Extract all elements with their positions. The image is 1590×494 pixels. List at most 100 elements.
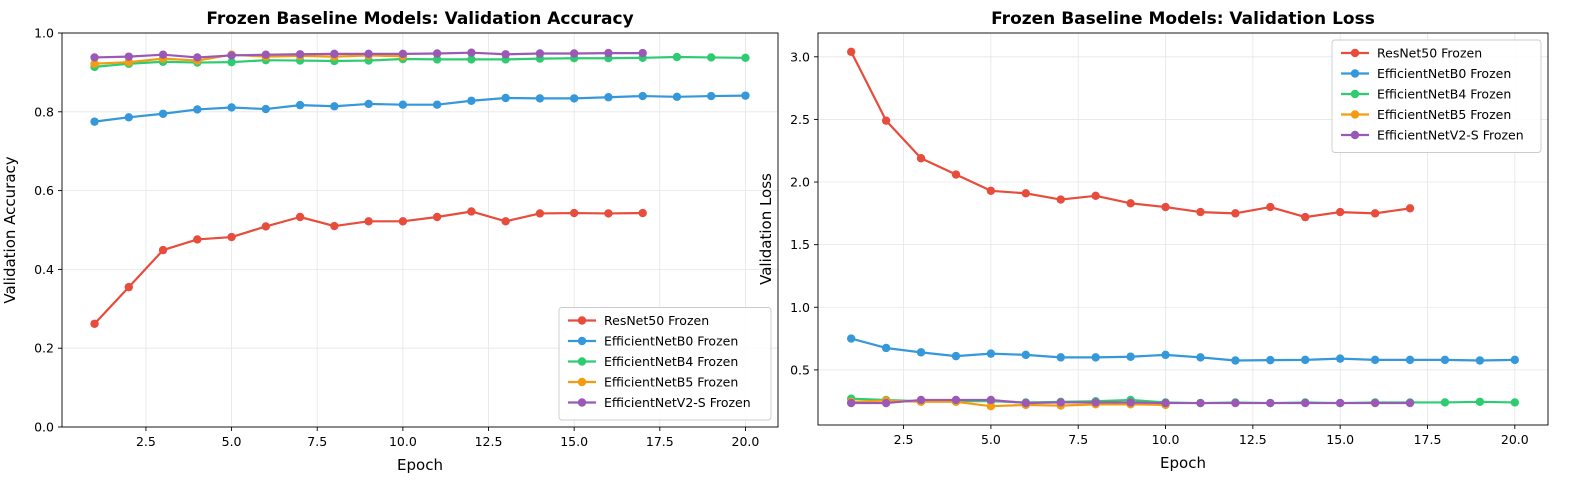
legend-label: EfficientNetB4 Frozen: [604, 354, 738, 369]
data-point: [1301, 355, 1310, 365]
data-point: [432, 212, 442, 222]
data-point: [916, 395, 926, 405]
legend-entry: EfficientNetB4 Frozen: [568, 354, 738, 369]
data-point: [193, 105, 202, 114]
x-tick-label: 5.0: [981, 432, 1001, 447]
data-point: [1161, 350, 1170, 360]
data-point: [1056, 353, 1065, 362]
series-efficientnetv2-s-frozen: [90, 48, 647, 62]
data-point: [261, 222, 271, 231]
x-tick-label: 17.5: [1414, 432, 1442, 447]
x-tick-label: 7.5: [307, 434, 327, 449]
data-point: [227, 232, 236, 242]
data-point: [741, 53, 750, 63]
data-point: [398, 100, 408, 109]
legend-entry: EfficientNetV2-S Frozen: [568, 395, 751, 410]
legend-marker: [577, 336, 587, 346]
data-point: [1370, 398, 1380, 408]
data-point: [467, 96, 476, 105]
data-point: [1021, 189, 1031, 198]
data-point: [951, 395, 961, 405]
data-point: [1196, 353, 1205, 362]
x-tick-label: 2.5: [894, 432, 914, 447]
data-point: [1335, 354, 1345, 363]
data-point: [501, 50, 510, 59]
y-tick-label: 0.6: [34, 183, 54, 198]
data-point: [535, 94, 545, 103]
legend-entry: ResNet50 Frozen: [568, 313, 709, 328]
series-resnet50-frozen: [846, 47, 1415, 222]
data-point: [741, 91, 750, 100]
legend-box: [1331, 39, 1542, 153]
data-point: [1335, 207, 1345, 217]
data-point: [986, 186, 996, 196]
data-point: [1440, 398, 1450, 407]
y-tick-label: 2.5: [790, 112, 810, 127]
data-point: [1091, 353, 1100, 362]
data-point: [986, 402, 996, 411]
data-point: [364, 217, 373, 226]
series-efficientnetb0-frozen: [90, 91, 750, 126]
data-point: [1126, 199, 1135, 208]
data-point: [881, 116, 891, 125]
chart-panel-1: 2.5 5.0 7.5 10.0 12.5 15.0 17.5 20.0 0.0 0.2 0.4 0.…: [1, 9, 779, 474]
data-point: [638, 91, 647, 101]
x-tick-label: 12.5: [1239, 432, 1267, 447]
y-axis-label: Validation Accuracy: [1, 156, 19, 303]
data-point: [90, 319, 99, 328]
data-point: [364, 49, 373, 59]
legend-marker: [577, 377, 587, 387]
data-point: [1196, 207, 1205, 217]
legend-label: EfficientNetB0 Frozen: [604, 334, 738, 349]
data-point: [1405, 398, 1415, 408]
x-axis-label: Epoch: [397, 456, 443, 474]
data-point: [1266, 355, 1275, 365]
data-point: [951, 351, 961, 361]
data-point: [1021, 398, 1031, 408]
legend-label: EfficientNetB5 Frozen: [1377, 107, 1511, 122]
y-tick-label: 1.5: [790, 237, 810, 252]
y-tick-label: 1.0: [790, 300, 810, 315]
data-point: [1266, 202, 1275, 212]
legend-entry: EfficientNetB0 Frozen: [568, 334, 738, 349]
data-point: [90, 53, 99, 62]
data-point: [1091, 398, 1100, 407]
data-point: [535, 49, 545, 58]
x-tick-label: 5.0: [222, 434, 242, 449]
data-point: [1231, 356, 1240, 365]
data-point: [1196, 398, 1205, 408]
legend-marker: [577, 316, 587, 325]
data-point: [193, 53, 202, 62]
legend-entry: EfficientNetB0 Frozen: [1341, 66, 1511, 81]
data-point: [330, 49, 339, 59]
data-point: [467, 55, 476, 64]
data-point: [881, 398, 891, 408]
data-point: [638, 48, 647, 58]
chart-title: Frozen Baseline Models: Validation Loss: [991, 9, 1375, 29]
data-point: [706, 53, 716, 62]
chart-title: Frozen Baseline Models: Validation Accur…: [206, 9, 633, 29]
data-point: [604, 209, 613, 218]
series-line: [850, 337, 1515, 362]
data-point: [1126, 398, 1135, 407]
data-point: [1056, 398, 1065, 407]
data-point: [1370, 209, 1380, 218]
data-point: [1405, 355, 1415, 365]
legend-entry: EfficientNetB4 Frozen: [1341, 87, 1511, 102]
x-tick-label: 10.0: [1152, 432, 1180, 447]
data-point: [604, 93, 613, 102]
legend-label: ResNet50 Frozen: [604, 313, 709, 328]
legend-label: ResNet50 Frozen: [1377, 46, 1482, 61]
legend-entry: EfficientNetB5 Frozen: [1341, 107, 1511, 122]
data-point: [846, 334, 856, 343]
x-tick-label: 7.5: [1068, 432, 1088, 447]
legend-entry: EfficientNetV2-S Frozen: [1341, 128, 1524, 143]
data-point: [1126, 352, 1135, 361]
x-tick-label: 17.5: [646, 434, 674, 449]
data-point: [951, 170, 961, 179]
y-tick-label: 0.0: [34, 420, 54, 435]
x-tick-label: 12.5: [475, 434, 503, 449]
data-point: [604, 48, 613, 58]
data-point: [706, 91, 716, 101]
data-point: [227, 103, 236, 112]
